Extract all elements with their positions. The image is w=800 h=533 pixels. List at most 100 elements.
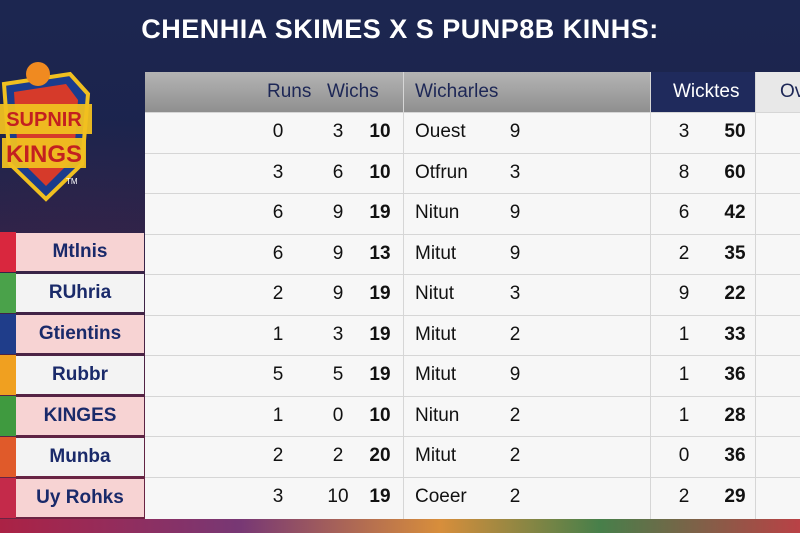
table-cell-b: 3 <box>332 323 344 345</box>
table-cell-name: Nitun <box>415 202 460 223</box>
header-overflow[interactable]: Ov <box>780 81 800 102</box>
table-cell-c: 19 <box>369 283 391 304</box>
table-cell-overflow <box>785 396 800 436</box>
column-divider <box>755 72 756 519</box>
table-cell-a: 5 <box>272 364 284 385</box>
table-cell-name: Otfrun <box>415 161 468 183</box>
row-label[interactable]: Gtientins <box>16 315 144 353</box>
table-cell-f: 28 <box>724 404 746 426</box>
table-cell-c: 20 <box>369 445 391 466</box>
table-cell-d: 2 <box>509 485 521 507</box>
stats-table: Runs Wichs Wicharles Wicktes Ov 0 3 10 Oues… <box>145 72 800 519</box>
team-logo: SUPNIR KINGS TM <box>0 62 92 202</box>
table-cell-d: 9 <box>509 364 521 385</box>
row-color-stripe <box>0 437 16 477</box>
table-cell-f: 29 <box>724 485 746 507</box>
table-cell-f: 42 <box>724 202 746 223</box>
table-cell-name: Mitut <box>415 445 457 466</box>
table-cell-f: 35 <box>724 242 746 264</box>
header-bar-dark <box>650 72 755 112</box>
table-cell-d: 9 <box>509 202 521 223</box>
header-wicherles[interactable]: Wicharles <box>415 81 499 102</box>
row-divider <box>145 355 800 356</box>
row-divider <box>145 233 800 235</box>
table-cell-a: 3 <box>272 485 284 507</box>
table-cell-e: 0 <box>678 445 690 466</box>
svg-text:TM: TM <box>66 177 78 186</box>
header-wickets[interactable]: Wichs <box>327 81 379 102</box>
table-cell-e: 9 <box>678 283 690 304</box>
page-title: CHENHIA SKIMES X S PUNP8B KINHS: <box>141 14 659 44</box>
table-cell-c: 10 <box>369 161 391 183</box>
row-label[interactable]: KINGES <box>16 397 144 435</box>
column-divider <box>403 72 404 519</box>
table-cell-f: 36 <box>724 445 746 466</box>
header-bar <box>145 72 650 112</box>
table-cell-f: 50 <box>724 121 746 142</box>
row-color-stripe <box>0 314 16 354</box>
row-color-stripe <box>0 478 16 518</box>
table-cell-e: 2 <box>678 242 690 264</box>
row-color-stripe <box>0 273 16 313</box>
table-cell-name: Nitun <box>415 404 460 426</box>
table-cell-d: 2 <box>509 404 521 426</box>
table-cell-overflow <box>785 477 800 517</box>
row-divider <box>145 152 800 154</box>
table-cell-b: 9 <box>332 283 344 304</box>
header-wicktes[interactable]: Wicktes <box>673 81 740 102</box>
table-cell-c: 19 <box>369 364 391 385</box>
row-color-stripe <box>0 396 16 436</box>
header-runs[interactable]: Runs <box>267 81 312 102</box>
table-cell-a: 3 <box>272 161 284 183</box>
table-cell-overflow <box>785 355 800 395</box>
table-cell-a: 6 <box>272 202 284 223</box>
row-divider <box>145 476 800 478</box>
table-cell-name: Mitut <box>415 242 457 264</box>
table-cell-d: 2 <box>509 323 521 345</box>
table-cell-overflow <box>785 193 800 233</box>
row-color-stripe <box>0 232 16 272</box>
table-cell-b: 9 <box>332 202 344 223</box>
row-divider <box>145 112 800 113</box>
bottom-decoration <box>0 519 800 533</box>
table-cell-name: Ouest <box>415 121 466 142</box>
table-cell-overflow <box>785 112 800 152</box>
table-cell-c: 10 <box>369 404 391 426</box>
row-label[interactable]: Munba <box>16 438 144 476</box>
table-cell-d: 3 <box>509 283 521 304</box>
table-cell-overflow <box>785 436 800 476</box>
svg-text:SUPNIR: SUPNIR <box>6 109 82 131</box>
row-label[interactable]: Mtlnis <box>16 233 144 271</box>
table-cell-f: 60 <box>724 161 746 183</box>
table-cell-name: Mitut <box>415 364 457 385</box>
table-cell-e: 6 <box>678 202 690 223</box>
lion-icon <box>26 62 50 86</box>
svg-text:KINGS: KINGS <box>6 141 82 168</box>
row-label[interactable]: Rubbr <box>16 356 144 394</box>
table-cell-b: 0 <box>332 404 344 426</box>
table-cell-f: 33 <box>724 323 746 345</box>
header-bar-light <box>755 72 800 112</box>
row-label[interactable]: Uy Rohks <box>16 479 144 517</box>
table-cell-d: 9 <box>509 242 521 264</box>
table-cell-f: 22 <box>724 283 746 304</box>
table-cell-e: 1 <box>678 323 690 345</box>
table-cell-a: 0 <box>272 121 284 142</box>
table-cell-b: 9 <box>332 242 344 264</box>
table-cell-e: 8 <box>678 161 690 183</box>
table-cell-f: 36 <box>724 364 746 385</box>
row-label[interactable]: RUhria <box>16 274 144 312</box>
table-cell-c: 10 <box>369 121 391 142</box>
table-cell-overflow <box>785 153 800 193</box>
row-divider <box>145 395 800 397</box>
row-divider <box>145 274 800 275</box>
table-cell-overflow <box>785 274 800 314</box>
table-cell-overflow <box>785 234 800 274</box>
table-cell-c: 19 <box>369 485 391 507</box>
table-cell-b: 5 <box>332 364 344 385</box>
table-cell-c: 19 <box>369 202 391 223</box>
table-cell-e: 3 <box>678 121 690 142</box>
table-cell-b: 2 <box>332 445 344 466</box>
row-color-stripe <box>0 355 16 395</box>
table-cell-b: 6 <box>332 161 344 183</box>
